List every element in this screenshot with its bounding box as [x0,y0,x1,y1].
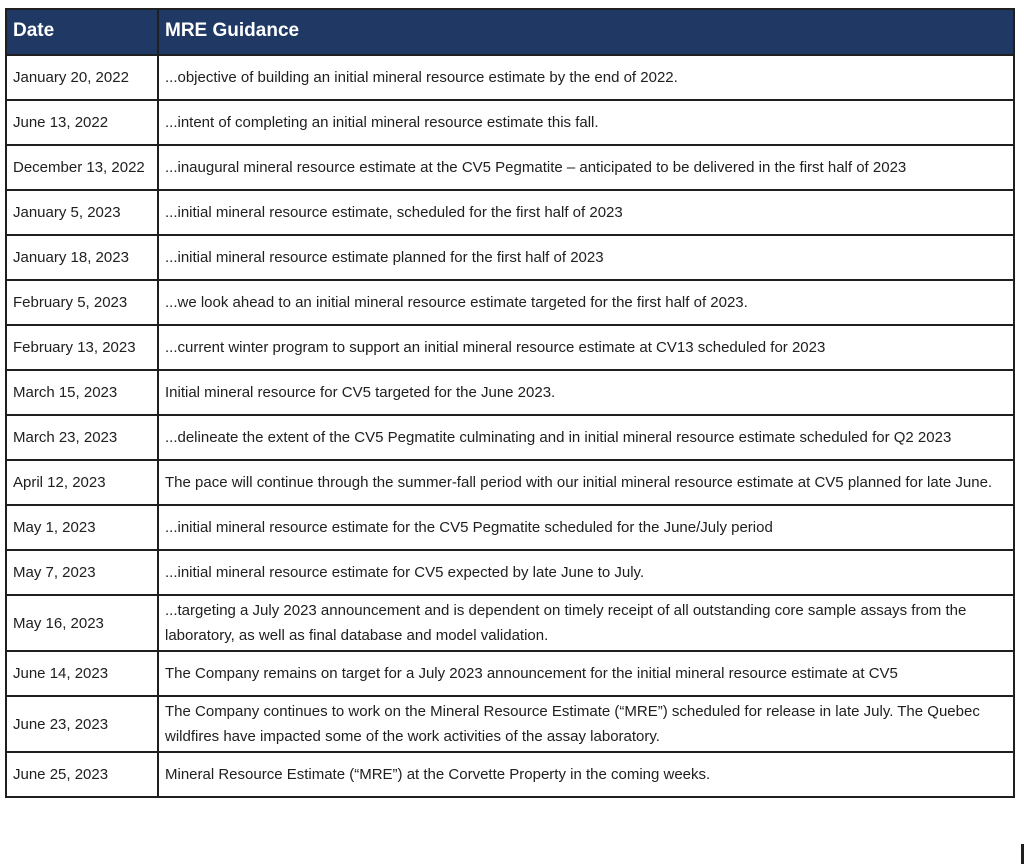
mre-guidance-table: Date MRE Guidance January 20, 2022 ...ob… [5,8,1015,798]
column-header-date: Date [5,8,159,56]
guidance-cell: The Company continues to work on the Min… [157,695,1015,753]
table-row: March 15, 2023 Initial mineral resource … [5,369,1015,416]
table-row: January 18, 2023 ...initial mineral reso… [5,234,1015,281]
guidance-cell: ...delineate the extent of the CV5 Pegma… [157,414,1015,461]
guidance-cell: ...objective of building an initial mine… [157,54,1015,101]
date-cell: January 18, 2023 [5,234,159,281]
guidance-cell: ...initial mineral resource estimate, sc… [157,189,1015,236]
date-cell: June 13, 2022 [5,99,159,146]
guidance-cell: ...current winter program to support an … [157,324,1015,371]
header-row: Date MRE Guidance [5,8,1015,56]
table-row: May 1, 2023 ...initial mineral resource … [5,504,1015,551]
column-header-mre-guidance: MRE Guidance [157,8,1015,56]
table-row: June 25, 2023 Mineral Resource Estimate … [5,751,1015,798]
guidance-cell: ...we look ahead to an initial mineral r… [157,279,1015,326]
guidance-cell: ...initial mineral resource estimate pla… [157,234,1015,281]
table-row: May 16, 2023 ...targeting a July 2023 an… [5,594,1015,652]
guidance-cell: Mineral Resource Estimate (“MRE”) at the… [157,751,1015,798]
table-row: May 7, 2023 ...initial mineral resource … [5,549,1015,596]
date-cell: April 12, 2023 [5,459,159,506]
guidance-cell: The Company remains on target for a July… [157,650,1015,697]
date-cell: December 13, 2022 [5,144,159,191]
table-row: June 13, 2022 ...intent of completing an… [5,99,1015,146]
date-cell: June 23, 2023 [5,695,159,753]
date-cell: May 1, 2023 [5,504,159,551]
table-row: April 12, 2023 The pace will continue th… [5,459,1015,506]
table-row: June 23, 2023 The Company continues to w… [5,695,1015,753]
date-cell: January 5, 2023 [5,189,159,236]
date-cell: January 20, 2022 [5,54,159,101]
table-row: June 14, 2023 The Company remains on tar… [5,650,1015,697]
table-row: December 13, 2022 ...inaugural mineral r… [5,144,1015,191]
guidance-cell: Initial mineral resource for CV5 targete… [157,369,1015,416]
date-cell: March 15, 2023 [5,369,159,416]
guidance-cell: ...initial mineral resource estimate for… [157,504,1015,551]
date-cell: May 16, 2023 [5,594,159,652]
guidance-cell: ...targeting a July 2023 announcement an… [157,594,1015,652]
table-row: February 5, 2023 ...we look ahead to an … [5,279,1015,326]
table-row: January 5, 2023 ...initial mineral resou… [5,189,1015,236]
table-row: February 13, 2023 ...current winter prog… [5,324,1015,371]
date-cell: May 7, 2023 [5,549,159,596]
date-cell: June 25, 2023 [5,751,159,798]
date-cell: February 13, 2023 [5,324,159,371]
table-row: March 23, 2023 ...delineate the extent o… [5,414,1015,461]
date-cell: February 5, 2023 [5,279,159,326]
guidance-cell: The pace will continue through the summe… [157,459,1015,506]
date-cell: June 14, 2023 [5,650,159,697]
guidance-cell: ...intent of completing an initial miner… [157,99,1015,146]
guidance-cell: ...initial mineral resource estimate for… [157,549,1015,596]
guidance-cell: ...inaugural mineral resource estimate a… [157,144,1015,191]
table-row: January 20, 2022 ...objective of buildin… [5,54,1015,101]
screenshot-edge-artifact [1021,844,1024,864]
date-cell: March 23, 2023 [5,414,159,461]
